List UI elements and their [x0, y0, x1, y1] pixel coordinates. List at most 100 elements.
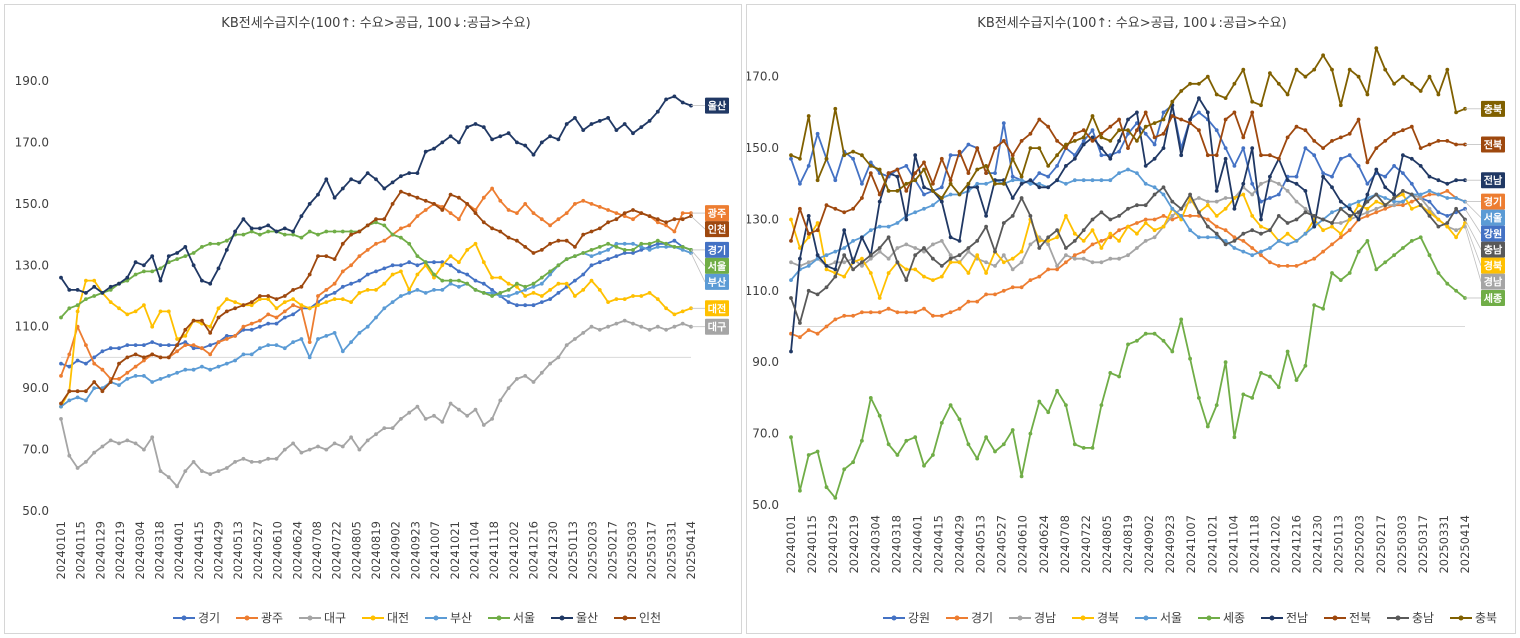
data-point	[833, 317, 838, 322]
data-point	[1161, 146, 1166, 151]
svg-text:전남: 전남	[1286, 611, 1308, 625]
data-point	[851, 156, 855, 161]
data-point	[374, 241, 378, 246]
data-point	[307, 306, 312, 311]
data-point	[448, 401, 453, 406]
data-point	[1010, 267, 1015, 272]
data-point	[457, 278, 461, 283]
data-point	[59, 404, 63, 409]
data-point	[614, 321, 619, 326]
data-point	[1374, 267, 1379, 272]
x-tick-label: 20241007	[1184, 515, 1198, 574]
data-point	[266, 223, 271, 228]
data-point	[266, 297, 271, 301]
data-point	[299, 337, 304, 341]
data-point	[789, 239, 793, 243]
data-point	[1108, 156, 1113, 161]
data-point	[606, 116, 610, 120]
data-point	[647, 245, 652, 249]
data-point	[966, 271, 971, 275]
data-point	[307, 272, 312, 277]
data-point	[1365, 199, 1370, 204]
data-point	[1152, 156, 1157, 161]
data-point	[895, 174, 900, 179]
data-point	[208, 343, 213, 347]
data-point	[282, 294, 287, 298]
data-point	[815, 228, 820, 233]
data-point	[59, 275, 63, 280]
data-point	[1161, 338, 1166, 343]
data-point	[789, 156, 793, 161]
data-point	[622, 248, 627, 252]
data-point	[824, 285, 829, 290]
data-point	[407, 223, 412, 228]
x-tick-label: 20240129	[826, 515, 840, 574]
data-point	[1356, 217, 1361, 222]
svg-text:대전: 대전	[708, 302, 726, 315]
legend-item: 충북	[1450, 611, 1497, 625]
data-point	[208, 367, 213, 372]
data-point	[639, 294, 644, 298]
x-tick-label: 20250217	[1374, 515, 1388, 574]
data-point	[399, 226, 403, 231]
data-point	[1241, 67, 1246, 72]
x-tick-label: 20241216	[527, 521, 541, 580]
data-point	[639, 324, 644, 329]
data-point	[564, 238, 569, 243]
data-point	[1383, 185, 1388, 190]
data-point	[506, 300, 511, 304]
data-point	[895, 260, 900, 265]
data-point	[573, 116, 577, 120]
data-point	[1268, 246, 1272, 250]
data-point	[1081, 256, 1086, 261]
data-point	[1055, 153, 1059, 158]
data-point	[1028, 181, 1033, 186]
data-point	[597, 260, 602, 265]
data-point	[1223, 196, 1228, 200]
data-point	[365, 272, 370, 277]
data-point	[1294, 124, 1299, 129]
data-point	[851, 267, 855, 272]
data-point	[913, 267, 918, 272]
data-point	[895, 167, 900, 172]
data-point	[597, 327, 602, 332]
data-point	[1321, 174, 1325, 179]
data-point	[939, 421, 944, 425]
data-point	[1135, 171, 1139, 176]
data-point	[589, 254, 594, 258]
y-tick-label: 50.0	[22, 504, 49, 518]
data-point	[150, 254, 155, 258]
data-point	[886, 256, 891, 261]
data-point	[1188, 117, 1192, 122]
data-point	[1001, 181, 1006, 186]
data-point	[975, 456, 980, 461]
data-point	[564, 343, 569, 347]
data-point	[672, 229, 677, 234]
data-point	[92, 294, 97, 298]
y-tick-label: 190.0	[15, 74, 49, 88]
data-point	[365, 223, 370, 228]
data-point	[966, 246, 971, 250]
data-point	[1392, 164, 1396, 168]
data-point	[216, 364, 221, 369]
data-point	[1223, 360, 1228, 365]
data-point	[886, 271, 891, 275]
x-tick-label: 20241118	[1247, 515, 1261, 574]
data-point	[672, 94, 677, 99]
data-point	[1046, 164, 1051, 168]
data-point	[1321, 249, 1325, 254]
chart-panel-metro: KB전세수급지수(100↑: 수요>공급, 100↓:공급>수요) 50.0 70.…	[4, 4, 742, 634]
data-point	[316, 337, 320, 341]
data-point	[1143, 217, 1148, 222]
data-point	[531, 251, 536, 255]
data-point	[860, 153, 864, 158]
data-point	[415, 195, 420, 200]
data-point	[860, 181, 864, 186]
data-point	[931, 203, 935, 208]
data-point	[1037, 274, 1042, 279]
data-point	[868, 164, 873, 168]
data-point	[432, 288, 436, 292]
data-point	[1445, 67, 1450, 72]
data-point	[868, 171, 873, 176]
data-point	[166, 343, 171, 347]
